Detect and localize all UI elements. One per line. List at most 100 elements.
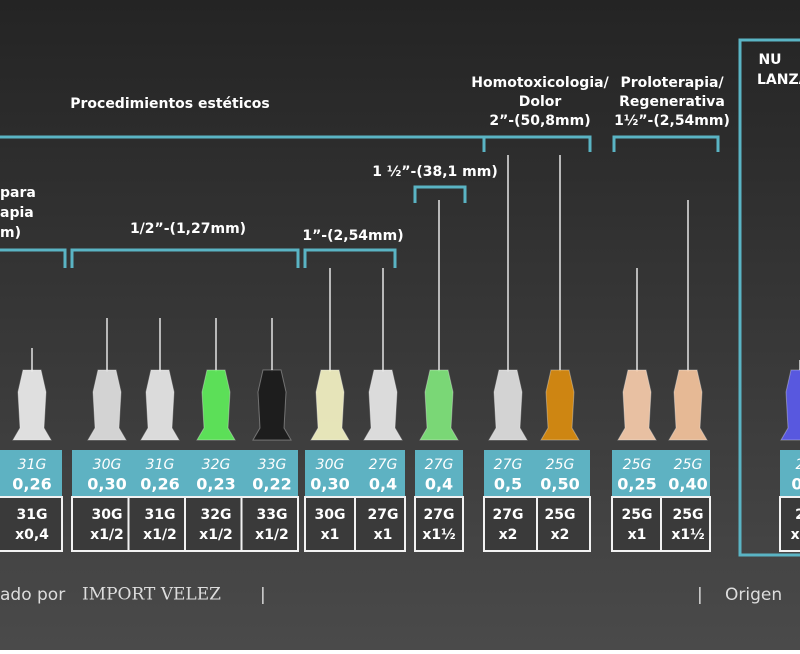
section-heading: NU — [758, 52, 781, 68]
diameter: 0, — [791, 475, 800, 494]
code: 31G — [145, 507, 176, 523]
spec-bottom — [0, 496, 63, 552]
footer-prefix: ado por — [0, 585, 65, 605]
needle-hub — [140, 369, 180, 441]
length: x1 — [374, 527, 393, 543]
code: 30G — [315, 507, 346, 523]
diameter: 0,4 — [425, 475, 453, 494]
separator: | — [260, 585, 266, 605]
needles — [12, 155, 800, 441]
section-heading: LANZA — [757, 72, 800, 88]
code: 31G — [17, 507, 48, 523]
gauge: 25G — [546, 457, 575, 473]
gauge: 25G — [623, 457, 652, 473]
separator: | — [697, 585, 703, 605]
length: x1½ — [422, 527, 455, 543]
bracket — [0, 135, 592, 152]
section-headings: para apia m) 1/2”-(1,27mm) 1”-(2,54mm) 1 ½”-(… — [0, 52, 800, 244]
needle-hub — [196, 369, 236, 441]
needle-hub — [668, 369, 708, 441]
diameter: 0,30 — [87, 475, 126, 494]
needle-hub — [488, 369, 528, 441]
needle-hub — [12, 369, 52, 441]
spec-boxes: 31G 0,26 31G x0,4 30G 0,30 30G x1/2 31G 0,26 31G x1… — [0, 450, 800, 552]
header: Procedimientos estéticos — [70, 96, 270, 112]
bracket — [413, 185, 467, 203]
gauge: 32G — [202, 457, 231, 473]
length: x1/2 — [255, 527, 289, 543]
diameter: 0,30 — [310, 475, 349, 494]
gauge: 33G — [258, 457, 287, 473]
footer: ado por IMPORT VELEZ | | Origen — [0, 585, 782, 606]
section-heading: Proloterapia/ — [620, 75, 724, 91]
needle-hub — [87, 369, 127, 441]
length: x2 — [551, 527, 570, 543]
needle-hub — [617, 369, 657, 441]
code: 33G — [257, 507, 288, 523]
bracket — [70, 248, 300, 268]
code: 25G — [622, 507, 653, 523]
bracket — [612, 135, 720, 152]
diameter: 0,22 — [252, 475, 291, 494]
spec-top — [415, 450, 463, 497]
section-heading: 1½”-(2,54mm) — [614, 113, 730, 129]
gauge: 27G — [494, 457, 523, 473]
needle-hub — [540, 369, 580, 441]
diameter: 0,40 — [668, 475, 707, 494]
gauge: 30G — [316, 457, 345, 473]
section-heading: Regenerativa — [619, 94, 725, 110]
diameter: 0,25 — [617, 475, 656, 494]
length: x1/2 — [143, 527, 177, 543]
section-heading: 1 ½”-(38,1 mm) — [372, 164, 498, 180]
length: x1 — [628, 527, 647, 543]
brand: IMPORT VELEZ — [82, 585, 221, 605]
gauge: 2 — [796, 457, 800, 473]
section-heading: 1/2”-(1,27mm) — [130, 221, 246, 237]
diameter: 0,23 — [196, 475, 235, 494]
bracket — [303, 248, 397, 268]
length: x1/2 — [90, 527, 124, 543]
diameter: 0,26 — [140, 475, 179, 494]
spec-top — [0, 450, 62, 497]
section-heading: 1”-(2,54mm) — [302, 228, 403, 244]
code: 30G — [92, 507, 123, 523]
gauge: 31G — [18, 457, 47, 473]
code: 25G — [545, 507, 576, 523]
spec-top — [305, 450, 405, 497]
spec-bottom — [779, 496, 800, 552]
section-heading: 2”-(50,8mm) — [489, 113, 590, 129]
spec-top — [780, 450, 800, 497]
needle-hub — [252, 369, 292, 441]
length: x1/2 — [199, 527, 233, 543]
spec-top — [72, 450, 298, 497]
length: x1½ — [671, 527, 704, 543]
spec-top — [484, 450, 590, 497]
spec-bottom — [414, 496, 464, 552]
gauge: 27G — [369, 457, 398, 473]
length: x3 — [791, 527, 800, 543]
needle-hub — [419, 369, 459, 441]
spec-top — [612, 450, 710, 497]
bracket — [0, 248, 67, 268]
gauge: 27G — [425, 457, 454, 473]
length: x2 — [499, 527, 518, 543]
code: 27G — [493, 507, 524, 523]
code: 27G — [424, 507, 455, 523]
section-heading: Homotoxicologia/ — [471, 75, 609, 91]
brackets — [0, 38, 800, 557]
diameter: 0,5 — [494, 475, 522, 494]
needle-hub — [363, 369, 403, 441]
origin: Origen — [725, 585, 782, 605]
section-heading: Dolor — [519, 94, 562, 110]
needle-hub — [310, 369, 350, 441]
code: 25G — [673, 507, 704, 523]
gauge: 25G — [674, 457, 703, 473]
length: x0,4 — [15, 527, 49, 543]
section-heading: apia — [0, 205, 34, 221]
code: 2 — [795, 507, 800, 523]
length: x1 — [321, 527, 340, 543]
code: 32G — [201, 507, 232, 523]
diameter: 0,26 — [12, 475, 51, 494]
